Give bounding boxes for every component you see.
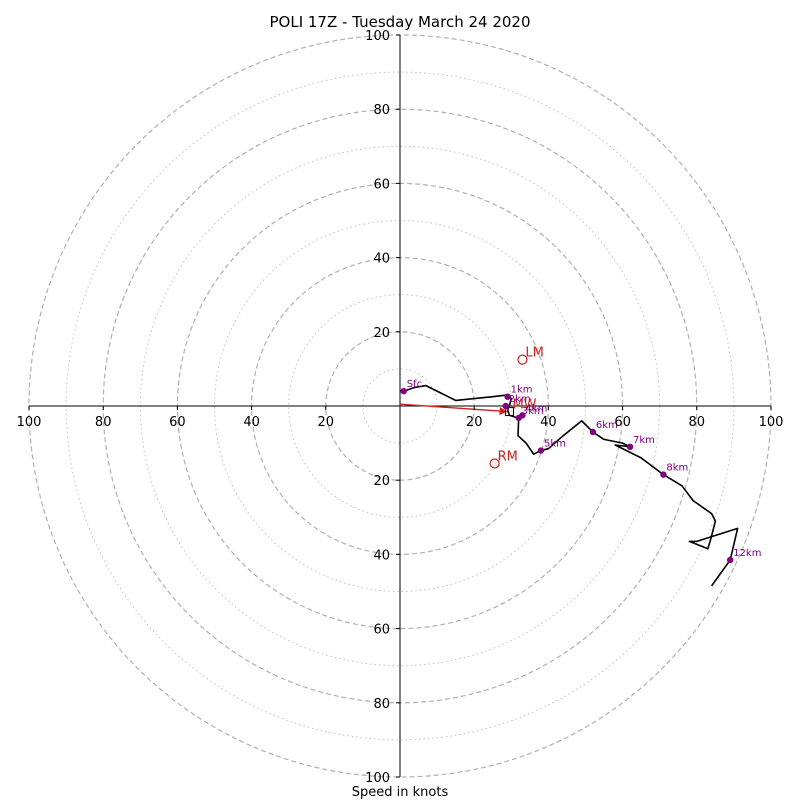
- storm-motion-label: LM: [525, 346, 543, 361]
- x-axis-label: Speed in knots: [352, 785, 449, 800]
- y-tick-label: 60: [373, 623, 390, 638]
- storm-motion-label: RM: [498, 450, 518, 465]
- tick-labels: 100 80 60 40 20 20 40 60 80 100 100 80 60 40 20 20 40 60 8…: [17, 29, 784, 786]
- height-label: 8km: [666, 463, 688, 474]
- height-point: [589, 428, 597, 436]
- height-point: [660, 471, 667, 478]
- storm-motion-markers: LM RM MW: [399, 346, 544, 469]
- height-point: [504, 393, 511, 400]
- storm-motion-marker-lm: [517, 354, 528, 365]
- y-tick-label: 80: [373, 103, 390, 118]
- y-tick-label: 20: [373, 326, 390, 341]
- height-point: [502, 402, 509, 410]
- y-tick-label: 40: [373, 548, 390, 563]
- y-tick-label: 100: [365, 29, 390, 44]
- height-point: [400, 387, 407, 395]
- hodograph-trace: [403, 384, 739, 587]
- height-label: 12km: [733, 548, 761, 559]
- height-label: 3km: [522, 406, 544, 417]
- x-tick-label: 20: [466, 415, 483, 430]
- y-tick-label: 40: [373, 252, 390, 267]
- height-label: 7km: [633, 435, 655, 446]
- height-label: Sfc: [407, 379, 422, 390]
- storm-motion-label: MW: [512, 398, 536, 413]
- x-tick-label: 100: [759, 415, 784, 430]
- y-tick-label: 100: [365, 771, 390, 786]
- height-point: [519, 412, 526, 419]
- height-label: 5km: [544, 439, 566, 450]
- height-label: 4km: [525, 403, 547, 414]
- hodograph-line: [403, 384, 739, 587]
- y-tick-label: 20: [373, 474, 390, 489]
- x-tick-label: 40: [243, 415, 260, 430]
- height-point: [537, 447, 545, 454]
- height-label: 6km: [596, 420, 618, 431]
- height-point: [726, 556, 734, 564]
- storm-motion-arrowhead: [499, 407, 508, 416]
- y-tick-label: 60: [373, 177, 390, 192]
- height-point: [626, 443, 634, 451]
- y-tick-label: 80: [373, 697, 390, 712]
- storm-motion-marker-rm: [489, 458, 500, 469]
- x-tick-label: 60: [614, 415, 631, 430]
- axes: [29, 35, 771, 777]
- x-tick-label: 100: [17, 415, 42, 430]
- height-label: 1km: [511, 385, 533, 396]
- x-tick-label: 20: [318, 415, 335, 430]
- x-tick-label: 60: [169, 415, 186, 430]
- storm-motion-vector: [399, 403, 508, 413]
- chart-title: POLI 17Z - Tuesday March 24 2020: [269, 13, 530, 31]
- height-label: 2km: [509, 394, 531, 405]
- x-tick-label: 80: [95, 415, 112, 430]
- x-tick-label: 40: [540, 415, 557, 430]
- mean-wind-marker: [504, 407, 514, 417]
- x-tick-label: 80: [689, 415, 706, 430]
